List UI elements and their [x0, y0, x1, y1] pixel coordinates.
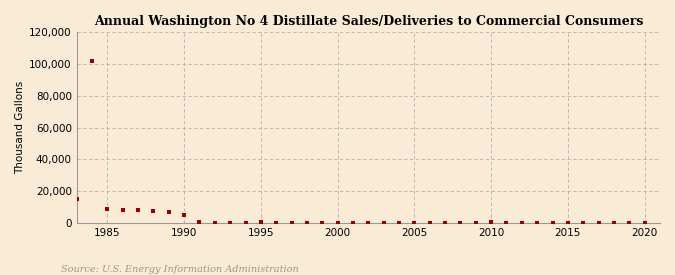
Point	[486, 220, 497, 224]
Point	[455, 221, 466, 225]
Point	[547, 221, 558, 225]
Point	[148, 209, 159, 213]
Point	[409, 221, 420, 225]
Point	[117, 207, 128, 212]
Point	[209, 221, 220, 225]
Point	[302, 221, 313, 225]
Point	[516, 221, 527, 225]
Point	[501, 221, 512, 225]
Point	[240, 221, 251, 225]
Point	[332, 221, 343, 225]
Point	[624, 221, 634, 225]
Point	[271, 221, 281, 225]
Point	[470, 221, 481, 225]
Title: Annual Washington No 4 Distillate Sales/Deliveries to Commercial Consumers: Annual Washington No 4 Distillate Sales/…	[94, 15, 643, 28]
Point	[439, 221, 450, 225]
Point	[578, 221, 589, 225]
Point	[179, 213, 190, 217]
Point	[609, 221, 620, 225]
Point	[225, 221, 236, 225]
Point	[194, 220, 205, 224]
Point	[639, 221, 650, 225]
Point	[163, 210, 174, 214]
Point	[255, 220, 266, 224]
Point	[102, 207, 113, 211]
Point	[317, 221, 327, 225]
Point	[72, 197, 82, 202]
Point	[425, 221, 435, 225]
Y-axis label: Thousand Gallons: Thousand Gallons	[15, 81, 25, 174]
Point	[394, 221, 404, 225]
Point	[378, 221, 389, 225]
Point	[348, 221, 358, 225]
Point	[363, 221, 374, 225]
Point	[593, 221, 604, 225]
Text: Source: U.S. Energy Information Administration: Source: U.S. Energy Information Administ…	[61, 265, 298, 274]
Point	[286, 221, 297, 225]
Point	[133, 208, 144, 213]
Point	[532, 221, 543, 225]
Point	[562, 221, 573, 225]
Point	[86, 59, 97, 64]
